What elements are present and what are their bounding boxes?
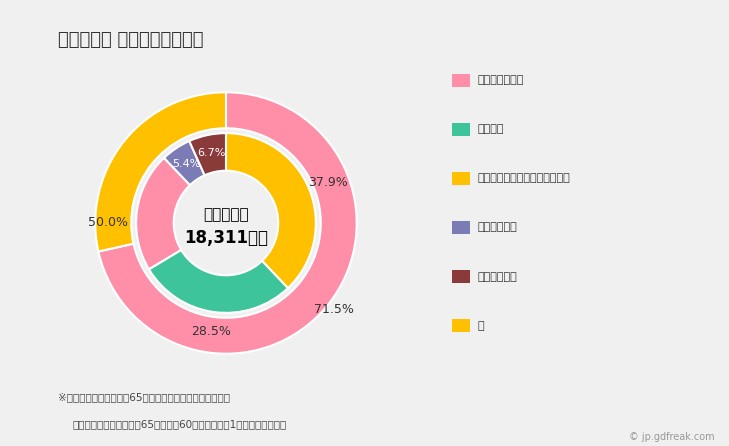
Text: 18,311世帯: 18,311世帯 <box>184 229 268 247</box>
Wedge shape <box>136 158 190 269</box>
Wedge shape <box>98 92 356 354</box>
Text: ※「高齢単身世帯」とは65歳以上の人一人のみの一般世帯: ※「高齢単身世帯」とは65歳以上の人一人のみの一般世帯 <box>58 392 230 402</box>
Wedge shape <box>149 250 288 313</box>
Text: 高齢単身世帯: 高齢単身世帯 <box>477 223 518 232</box>
Text: 一般世帯数: 一般世帯数 <box>203 207 249 222</box>
Text: 高齢単身・高齢夫婦以外の世帯: 高齢単身・高齢夫婦以外の世帯 <box>477 173 570 183</box>
Text: 6.7%: 6.7% <box>197 149 225 158</box>
Text: 50.0%: 50.0% <box>88 216 128 230</box>
Text: 計: 計 <box>477 321 484 330</box>
Text: 高齢夫婦世帯: 高齢夫婦世帯 <box>477 272 518 281</box>
Wedge shape <box>95 92 226 252</box>
Text: 二人以上の世帯: 二人以上の世帯 <box>477 75 524 85</box>
Text: 5.4%: 5.4% <box>172 159 200 169</box>
Text: © jp.gdfreak.com: © jp.gdfreak.com <box>629 432 714 442</box>
Text: 71.5%: 71.5% <box>314 303 354 316</box>
Text: 37.9%: 37.9% <box>308 176 348 189</box>
Text: 「高齢夫婦世帯」とは夫65歳以上妻60歳以上の夫婦1組のみの一般世帯: 「高齢夫婦世帯」とは夫65歳以上妻60歳以上の夫婦1組のみの一般世帯 <box>73 419 287 429</box>
Text: ２０２０年 富士吉田市の世帯: ２０２０年 富士吉田市の世帯 <box>58 31 204 49</box>
Wedge shape <box>226 133 316 288</box>
Text: 単身世帯: 単身世帯 <box>477 124 504 134</box>
Text: 28.5%: 28.5% <box>191 325 231 338</box>
Wedge shape <box>164 141 205 185</box>
Wedge shape <box>190 133 226 175</box>
